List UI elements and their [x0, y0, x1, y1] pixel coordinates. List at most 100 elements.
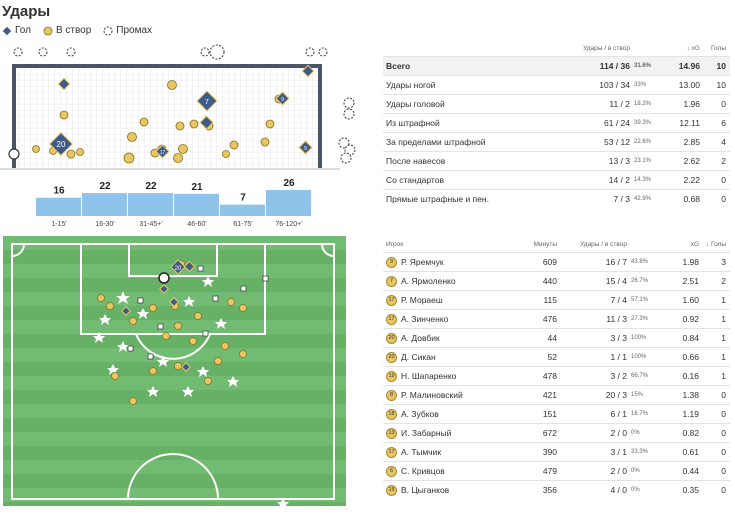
on-target-shot: [76, 148, 84, 156]
shots-summary-table: Удары / в створ ↓ xG Голы Всего 114 / 36 3…: [383, 40, 730, 208]
player-name[interactable]: А. Довбик: [401, 333, 440, 344]
player-row[interactable]: 13 И. Забарный 672 2 / 0 0% 0.82 0: [383, 423, 730, 442]
player-goals: 1: [721, 295, 726, 305]
player-minutes: 672: [542, 428, 557, 438]
player-name[interactable]: И. Забарный: [401, 428, 452, 439]
page-title: Удары: [2, 3, 51, 20]
stats-row-goals: 6: [721, 118, 726, 128]
player-row[interactable]: 20 Д. Сикан 52 1 / 1 100% 0.66 1: [383, 347, 730, 366]
header-player[interactable]: Игрок: [386, 240, 404, 248]
stats-row: Удары ногой 103 / 34 33% 13.00 10: [383, 75, 730, 94]
missed-shot-star: [227, 376, 239, 387]
player-row[interactable]: 17 Р. Мораеш 115 7 / 4 57.1% 1.60 1: [383, 290, 730, 309]
player-row[interactable]: 15 В. Цыганков 356 4 / 0 0% 0.35 0: [383, 480, 730, 499]
player-shots: 3 / 1: [610, 447, 627, 457]
player-goals: 1: [721, 333, 726, 343]
players-table-header: Игрок Минуты Удары / в створ xG ↓ Голы: [383, 236, 730, 252]
player-row[interactable]: 18 А. Зубков 151 6 / 1 16.7% 1.19 0: [383, 404, 730, 423]
player-pct: 33.3%: [631, 449, 649, 455]
player-row[interactable]: 17 А. Тымчик 390 3 / 1 33.3% 0.61 0: [383, 442, 730, 461]
player-pct: 0%: [631, 430, 640, 436]
player-row[interactable]: 8 Р. Малиновский 421 20 / 3 15% 1.38 0: [383, 385, 730, 404]
missed-shot-star: [157, 356, 169, 367]
player-goals: 3: [721, 257, 726, 267]
header-player-xg[interactable]: xG: [690, 240, 699, 248]
player-pct: 15%: [631, 392, 644, 398]
player-goals: 0: [721, 390, 726, 400]
player-row[interactable]: 9 Р. Яремчук 609 16 / 7 43.8% 1.98 3: [383, 252, 730, 271]
header-player-shots[interactable]: Удары / в створ: [580, 240, 627, 248]
header-goals[interactable]: Голы: [710, 44, 726, 52]
on-target-shot: [174, 362, 182, 370]
on-target-shot: [149, 367, 157, 375]
player-shots: 1 / 1: [610, 352, 627, 362]
stats-row-xg: 0.68: [683, 194, 700, 204]
stats-row-shots: 53 / 12: [604, 137, 630, 147]
player-row[interactable]: 20 А. Довбик 44 3 / 3 100% 0.84 1: [383, 328, 730, 347]
player-goals: 1: [721, 314, 726, 324]
jersey-number-badge: 17: [386, 313, 397, 325]
legend-on-target-label: В створ: [55, 25, 92, 36]
player-name[interactable]: А. Ярмоленко: [401, 276, 456, 287]
player-name[interactable]: Д. Сикан: [401, 352, 436, 363]
penalty-shot-marker: [158, 272, 170, 284]
player-name[interactable]: В. Цыганков: [401, 485, 450, 496]
stats-row: После навесов 13 / 3 23.1% 2.62 2: [383, 151, 730, 170]
on-target-shot: [227, 298, 235, 306]
player-xg: 0.84: [682, 333, 699, 343]
player-name[interactable]: А. Тымчик: [401, 447, 442, 458]
player-goals: 2: [721, 276, 726, 286]
player-name[interactable]: А. Зубков: [401, 409, 439, 420]
player-name[interactable]: Н. Шапаренко: [401, 371, 457, 382]
blocked-shot: [137, 297, 144, 304]
header-xg[interactable]: ↓ xG: [686, 44, 700, 52]
jersey-number-badge: 17: [386, 294, 397, 306]
player-xg: 0.82: [682, 428, 699, 438]
header-shots[interactable]: Удары / в створ: [583, 44, 630, 52]
header-minutes[interactable]: Минуты: [533, 240, 557, 248]
missed-shot-star: [147, 386, 159, 397]
stats-row-label: За пределами штрафной: [386, 137, 486, 147]
period-bar: [128, 193, 173, 216]
player-xg: 2.51: [682, 276, 699, 286]
player-row[interactable]: 6 С. Кривцов 479 2 / 0 0% 0.44 0: [383, 461, 730, 480]
pitch-background: [3, 236, 346, 506]
player-minutes: 356: [542, 485, 557, 495]
player-row[interactable]: 19 Н. Шапаренко 478 3 / 2 66.7% 0.16 1: [383, 366, 730, 385]
player-minutes: 44: [547, 333, 557, 343]
stats-row-label: Всего: [386, 61, 411, 71]
player-row[interactable]: 7 А. Ярмоленко 440 15 / 4 26.7% 2.51 2: [383, 271, 730, 290]
stats-row-label: Удары ногой: [386, 80, 436, 90]
player-name[interactable]: Р. Малиновский: [401, 390, 463, 401]
player-pct: 43.8%: [631, 259, 649, 265]
goal-marker: [121, 306, 131, 316]
stats-row-xg: 12.11: [679, 118, 700, 128]
period-label: 1-15': [51, 221, 66, 228]
goal-marker: [57, 77, 71, 91]
player-shots: 15 / 4: [605, 276, 627, 286]
player-row[interactable]: 17 А. Зинченко 476 11 / 3 27.3% 0.92 1: [383, 309, 730, 328]
on-target-shot: [139, 117, 149, 127]
header-player-goals[interactable]: ↓ Голы: [705, 240, 726, 248]
player-pct: 27.3%: [631, 316, 649, 322]
player-pct: 100%: [631, 354, 647, 360]
player-pct: 66.7%: [631, 373, 649, 379]
player-goals: 0: [721, 428, 726, 438]
blocked-shot: [262, 275, 269, 282]
missed-shot-star: [116, 291, 130, 304]
period-label: 61-75': [233, 221, 252, 228]
player-minutes: 479: [542, 466, 557, 476]
goal-marker: [48, 131, 74, 157]
goal-label: 9: [281, 97, 284, 103]
player-name[interactable]: Р. Мораеш: [401, 295, 443, 306]
player-name[interactable]: А. Зинченко: [401, 314, 449, 325]
player-name[interactable]: С. Кривцов: [401, 466, 445, 477]
period-label: 31-45+': [139, 221, 162, 228]
missed-shot-star: [215, 318, 227, 329]
period-bar: [174, 193, 219, 216]
player-name[interactable]: Р. Яремчук: [401, 257, 444, 268]
stats-row-shots: 11 / 2: [609, 99, 630, 109]
goal-label: 7: [205, 99, 209, 106]
period-label: 76-120+': [275, 221, 302, 228]
stats-row-label: Прямые штрафные и пен.: [386, 194, 489, 204]
